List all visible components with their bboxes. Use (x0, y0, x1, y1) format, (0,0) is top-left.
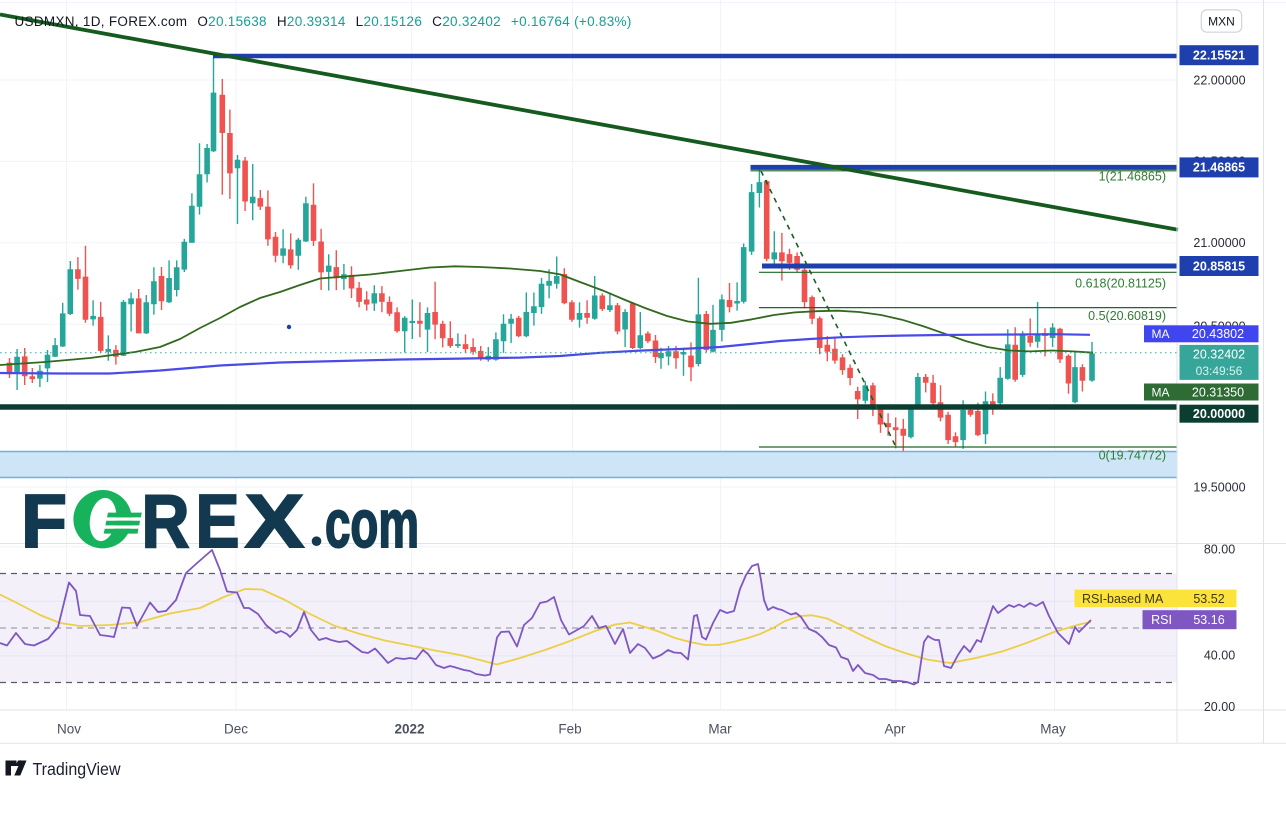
svg-text:20.32402: 20.32402 (1193, 347, 1245, 361)
svg-text:40.00: 40.00 (1204, 649, 1235, 663)
svg-text:X: X (245, 479, 304, 563)
svg-text:53.52: 53.52 (1193, 592, 1224, 606)
svg-text:21.46865: 21.46865 (1193, 161, 1245, 175)
svg-text:Mar: Mar (708, 722, 732, 737)
svg-text:0.5(20.60819): 0.5(20.60819) (1088, 309, 1166, 323)
svg-text:Nov: Nov (57, 722, 81, 737)
svg-text:22.00000: 22.00000 (1193, 73, 1245, 87)
svg-text:2022: 2022 (394, 722, 424, 737)
svg-text:Feb: Feb (558, 722, 581, 737)
svg-text:MA: MA (1152, 327, 1170, 341)
svg-text:20.31350: 20.31350 (1192, 385, 1244, 399)
svg-text:E: E (196, 479, 240, 563)
svg-text:0.618(20.81125): 0.618(20.81125) (1075, 277, 1166, 291)
svg-text:20.43802: 20.43802 (1192, 327, 1244, 341)
svg-text:R: R (142, 479, 190, 563)
svg-text:80.00: 80.00 (1204, 542, 1235, 556)
svg-text:22.15521: 22.15521 (1193, 49, 1245, 63)
svg-text:TradingView: TradingView (33, 759, 121, 779)
svg-text:53.16: 53.16 (1193, 613, 1224, 627)
svg-text:1(21.46865): 1(21.46865) (1099, 170, 1166, 184)
svg-text:20.00: 20.00 (1204, 700, 1235, 714)
svg-text:03:49:56: 03:49:56 (1196, 364, 1243, 378)
svg-text:Apr: Apr (884, 722, 906, 737)
svg-text:com: com (325, 486, 419, 562)
svg-text:0(19.74772): 0(19.74772) (1099, 449, 1166, 463)
svg-text:19.50000: 19.50000 (1193, 480, 1245, 494)
svg-text:20.00000: 20.00000 (1193, 407, 1245, 421)
svg-text:MXN: MXN (1208, 14, 1235, 28)
svg-text:21.00000: 21.00000 (1193, 236, 1245, 250)
svg-text:F: F (21, 479, 67, 563)
svg-text:RSI-based MA: RSI-based MA (1082, 592, 1164, 606)
svg-text:RSI: RSI (1151, 613, 1172, 627)
svg-text:MA: MA (1152, 385, 1170, 399)
svg-text:Dec: Dec (224, 722, 248, 737)
svg-text:May: May (1040, 722, 1066, 737)
svg-text:20.85815: 20.85815 (1193, 259, 1245, 273)
